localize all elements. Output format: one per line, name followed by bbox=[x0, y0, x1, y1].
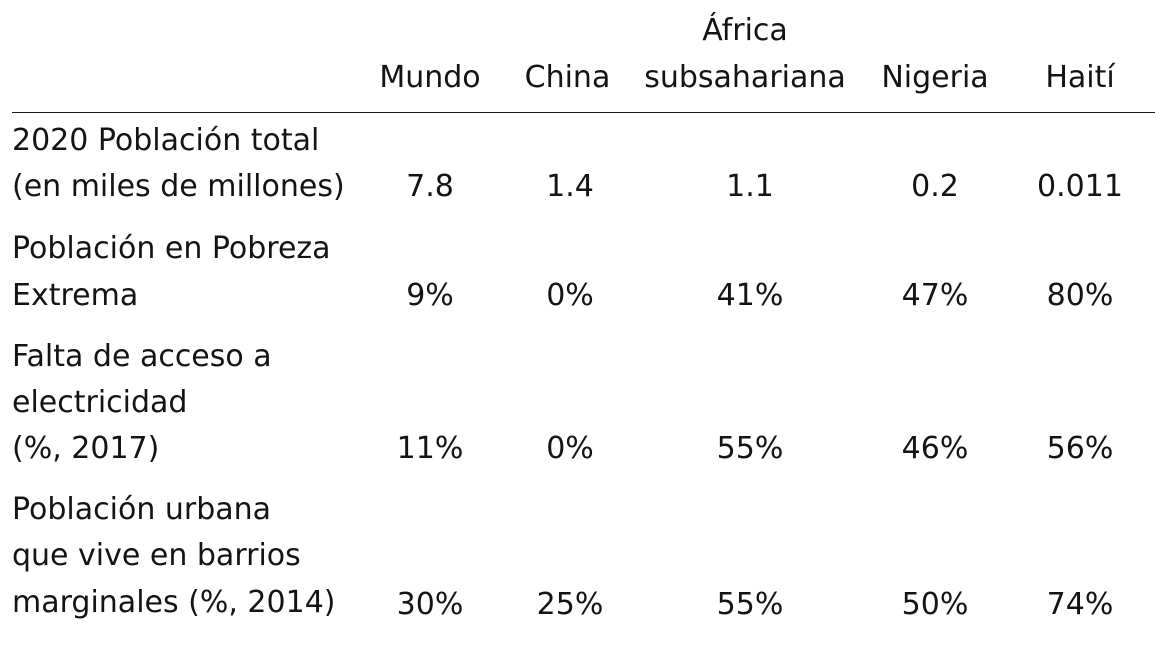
cell-value: 50% bbox=[901, 587, 969, 622]
cell-value: 25% bbox=[536, 587, 604, 622]
column-header-nigeria: Nigeria bbox=[881, 60, 989, 95]
cell-value: 55% bbox=[716, 431, 784, 466]
cell-value: 9% bbox=[406, 278, 454, 313]
cell-value: 41% bbox=[716, 278, 784, 313]
cell-value: 74% bbox=[1046, 587, 1114, 622]
header-divider bbox=[12, 112, 1155, 113]
row-label-line: Población en Pobreza bbox=[12, 231, 331, 266]
cell-value: 30% bbox=[396, 587, 464, 622]
row-label-line: Población urbana bbox=[12, 492, 272, 527]
cell-value: 55% bbox=[716, 587, 784, 622]
cell-value: 0% bbox=[546, 431, 594, 466]
row-label-line: marginales (%, 2014) bbox=[12, 585, 336, 620]
column-header-china: China bbox=[524, 60, 611, 95]
column-header-africa-line2: subsahariana bbox=[644, 60, 846, 95]
cell-value: 1.4 bbox=[546, 169, 594, 204]
cell-value: 11% bbox=[396, 431, 464, 466]
cell-value: 80% bbox=[1046, 278, 1114, 313]
cell-value: 0% bbox=[546, 278, 594, 313]
cell-value: 56% bbox=[1046, 431, 1114, 466]
row-label-line: electricidad bbox=[12, 385, 188, 420]
row-label-line: Extrema bbox=[12, 278, 139, 313]
cell-value: 46% bbox=[901, 431, 969, 466]
row-label-line: (%, 2017) bbox=[12, 431, 160, 466]
row-label-line: 2020 Población total bbox=[12, 123, 320, 158]
cell-value: 7.8 bbox=[406, 169, 454, 204]
cell-value: 1.1 bbox=[726, 169, 774, 204]
column-header-haiti: Haití bbox=[1045, 60, 1115, 95]
row-label-line: Falta de acceso a bbox=[12, 339, 272, 374]
cell-value: 47% bbox=[901, 278, 969, 313]
cell-value: 0.011 bbox=[1037, 169, 1123, 204]
column-header-africa-line1: África bbox=[702, 13, 788, 48]
row-label-line: (en miles de millones) bbox=[12, 169, 345, 204]
row-label-line: que vive en barrios bbox=[12, 538, 301, 573]
cell-value: 0.2 bbox=[911, 169, 959, 204]
column-header-mundo: Mundo bbox=[379, 60, 481, 95]
